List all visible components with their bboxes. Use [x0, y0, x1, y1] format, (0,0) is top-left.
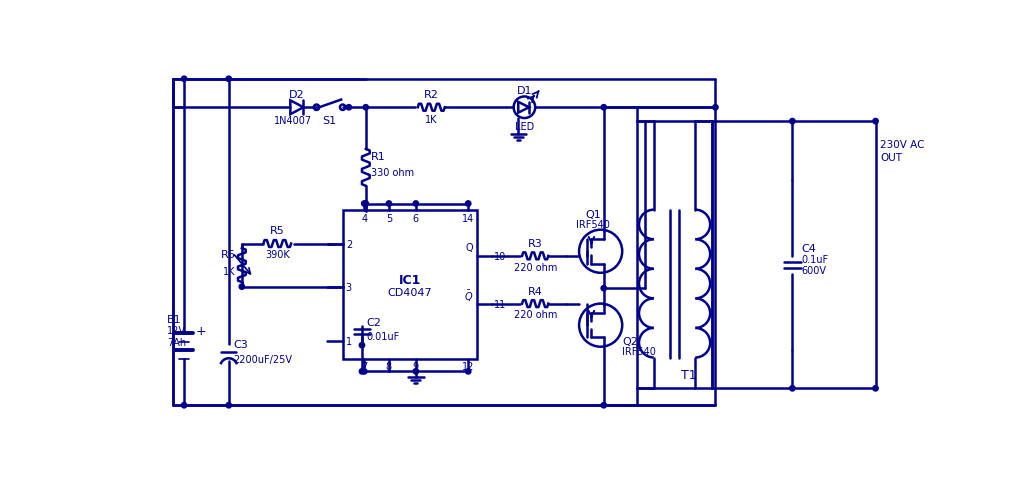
Circle shape — [226, 403, 231, 408]
Text: 12V: 12V — [167, 325, 186, 335]
Text: LED: LED — [515, 122, 534, 132]
Circle shape — [346, 106, 351, 111]
Text: 12: 12 — [462, 361, 474, 371]
Text: R2: R2 — [424, 90, 439, 100]
Text: $\bar{Q}$: $\bar{Q}$ — [464, 288, 473, 303]
Text: Q1: Q1 — [585, 210, 600, 220]
Text: R4: R4 — [528, 286, 543, 296]
Text: 390K: 390K — [265, 250, 290, 260]
Text: IC1: IC1 — [399, 273, 421, 287]
FancyBboxPatch shape — [343, 210, 476, 359]
Text: 10: 10 — [493, 251, 506, 261]
Text: 6: 6 — [413, 214, 419, 224]
Circle shape — [361, 201, 367, 207]
Text: +: + — [196, 324, 206, 337]
Text: 230V AC: 230V AC — [880, 140, 924, 150]
Circle shape — [363, 106, 368, 111]
Circle shape — [601, 403, 606, 408]
Text: CD4047: CD4047 — [387, 287, 432, 298]
Text: R6: R6 — [221, 249, 236, 259]
Circle shape — [712, 106, 718, 111]
Text: 2200uF/25V: 2200uF/25V — [233, 354, 293, 364]
Circle shape — [601, 286, 606, 291]
Circle shape — [790, 119, 795, 124]
Circle shape — [413, 369, 419, 374]
Text: 1K: 1K — [425, 115, 438, 124]
Circle shape — [182, 77, 187, 82]
Circle shape — [465, 369, 471, 374]
Circle shape — [361, 369, 367, 374]
Text: S1: S1 — [323, 115, 337, 125]
Text: Q: Q — [466, 243, 473, 253]
Text: 9: 9 — [413, 361, 419, 371]
Text: 3: 3 — [346, 282, 352, 292]
Text: 0.01uF: 0.01uF — [366, 331, 400, 341]
Text: 4: 4 — [361, 214, 367, 224]
Text: R5: R5 — [269, 226, 285, 236]
Text: 14: 14 — [462, 214, 474, 224]
Text: 7Ah: 7Ah — [167, 337, 187, 348]
Text: 2: 2 — [346, 239, 352, 249]
Text: 600V: 600V — [801, 265, 826, 275]
Circle shape — [413, 201, 419, 207]
Text: R3: R3 — [528, 238, 543, 248]
Text: C4: C4 — [801, 243, 816, 254]
Text: 7: 7 — [361, 361, 367, 371]
Text: 5: 5 — [385, 214, 393, 224]
Circle shape — [601, 106, 606, 111]
Text: 1N4007: 1N4007 — [274, 116, 313, 126]
Text: Q2: Q2 — [623, 336, 638, 346]
Circle shape — [465, 201, 471, 207]
Text: 330 ohm: 330 ohm — [371, 167, 415, 178]
Text: 8: 8 — [385, 361, 391, 371]
Text: IRF540: IRF540 — [623, 347, 656, 357]
Circle shape — [363, 201, 368, 207]
Text: T1: T1 — [681, 368, 696, 381]
Text: C3: C3 — [233, 340, 248, 349]
Circle shape — [226, 77, 231, 82]
Text: B1: B1 — [167, 314, 182, 324]
Text: D2: D2 — [289, 90, 305, 100]
Text: 0.1uF: 0.1uF — [801, 255, 828, 264]
Text: R1: R1 — [371, 151, 386, 162]
Circle shape — [386, 201, 391, 207]
Text: 220 ohm: 220 ohm — [514, 310, 557, 320]
Text: C2: C2 — [366, 318, 381, 327]
Text: 1K: 1K — [223, 267, 236, 277]
Text: IRF540: IRF540 — [576, 219, 609, 229]
Circle shape — [359, 369, 364, 374]
Text: 1: 1 — [346, 336, 352, 346]
Text: D1: D1 — [517, 85, 532, 95]
Text: 11: 11 — [493, 299, 506, 309]
Circle shape — [873, 386, 878, 391]
Text: 220 ohm: 220 ohm — [514, 262, 557, 272]
Circle shape — [182, 403, 187, 408]
Circle shape — [359, 343, 364, 348]
Text: OUT: OUT — [880, 152, 902, 162]
Circle shape — [790, 386, 795, 391]
Circle shape — [239, 285, 244, 290]
Circle shape — [873, 119, 878, 124]
